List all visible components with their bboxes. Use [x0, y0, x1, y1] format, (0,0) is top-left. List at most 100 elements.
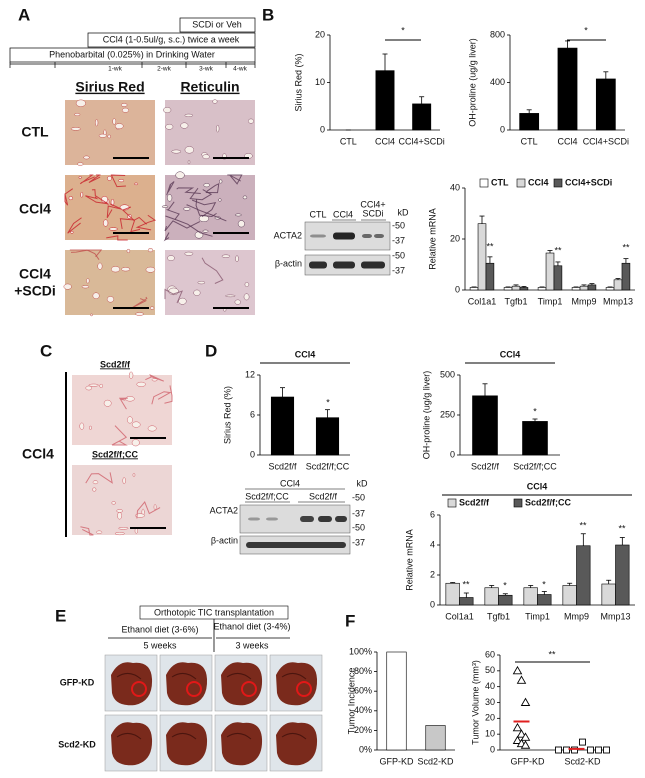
bar [587, 284, 597, 291]
vessel [175, 171, 185, 179]
vessel [108, 227, 118, 231]
week-label: 1-wk [108, 66, 122, 73]
y-axis-label: OH-proline (ug/g liver) [421, 371, 431, 460]
histology-image [165, 250, 255, 315]
data-point [555, 746, 562, 754]
data-point [512, 735, 523, 744]
legend-label: CCl4 [528, 177, 549, 187]
fibrosis [205, 182, 220, 194]
y-tick-label: 20 [485, 713, 495, 723]
significance-label: * [401, 25, 405, 35]
bar [523, 587, 538, 606]
blot-band [374, 234, 384, 238]
liver-lobe [171, 673, 197, 680]
vessel [96, 530, 103, 534]
vessel [225, 294, 236, 298]
vessel [134, 182, 139, 186]
x-tick-label: Tgfb1 [504, 296, 527, 306]
vessel [74, 113, 81, 117]
y-tick-label: 500 [440, 369, 455, 379]
fibrosis [151, 391, 172, 405]
vessel [126, 416, 133, 424]
bar [315, 417, 340, 456]
data-point [512, 665, 523, 675]
liver-lobe [171, 733, 197, 740]
liver [111, 722, 153, 766]
bar [601, 583, 616, 606]
vessel [244, 282, 250, 287]
y-tick-label: 250 [440, 409, 455, 419]
fibrosis [166, 181, 175, 196]
transplant-header: Orthotopic TIC transplantation [154, 607, 274, 617]
group-label: CCl4 [19, 201, 51, 217]
fibrosis [195, 199, 217, 218]
vessel [68, 196, 73, 201]
vessel [99, 383, 104, 388]
vessel [83, 155, 90, 160]
vessel [132, 473, 136, 477]
y-axis-label: Relative mRNA [404, 529, 414, 591]
lane-label: Scd2f/f [309, 491, 338, 501]
vessel [111, 266, 121, 273]
vessel [107, 175, 112, 181]
bar [571, 287, 581, 291]
y-tick-label: 0 [430, 599, 435, 609]
vessel [151, 378, 158, 382]
y-axis-label: OH-proline (ug/g liver) [467, 38, 477, 127]
chart-title: CCl4 [500, 349, 521, 359]
significance-label: ** [579, 520, 587, 530]
x-tick-label: CCl4+SCDi [399, 136, 445, 146]
y-tick-label: 0 [490, 744, 495, 754]
bar [562, 585, 577, 606]
liver-lobe [116, 673, 142, 680]
legend-label: CCl4+SCDi [565, 177, 612, 187]
blot-band [310, 234, 326, 238]
data-point [516, 675, 527, 684]
bar [557, 47, 578, 131]
row-label: GFP-KD [60, 677, 95, 687]
liver-lobe [226, 733, 252, 740]
y-tick-label: 2 [430, 569, 435, 579]
chart-title: CCl4 [295, 349, 316, 359]
fibrosis [80, 526, 94, 536]
vessel [214, 216, 221, 220]
fibrosis [67, 217, 82, 234]
legend-label: Scd2f/f [459, 497, 490, 507]
y-axis-label: Tumor Volume (mm³) [470, 660, 480, 745]
vessel [147, 425, 157, 432]
blot-band [333, 232, 355, 240]
marker-label: -37 [352, 537, 365, 547]
kd-label: kD [357, 478, 369, 488]
fibrosis [145, 373, 164, 382]
y-tick-label: 60% [354, 686, 372, 696]
protein-label: β-actin [275, 258, 302, 268]
vessel [193, 289, 201, 296]
vessel [234, 213, 242, 217]
vessel [221, 254, 231, 258]
y-axis-label: Sirius Red (%) [222, 386, 232, 444]
vessel [81, 285, 90, 289]
bar [375, 70, 395, 131]
vessel [63, 283, 72, 290]
liver [221, 722, 263, 766]
vessel [183, 207, 191, 211]
week-label: 4-wk [233, 66, 247, 73]
vessel [78, 176, 82, 179]
vessel [122, 477, 126, 485]
bar [615, 544, 630, 606]
y-tick-label: 30 [485, 697, 495, 707]
bar [553, 265, 563, 291]
fibrosis [165, 201, 180, 221]
bar [484, 587, 499, 606]
vessel [79, 422, 85, 430]
y-tick-label: 4 [430, 539, 435, 549]
marker-label: -50 [392, 250, 405, 260]
data-point [516, 729, 527, 738]
timeline-label: Phenobarbital (0.025%) in Drinking Water [49, 49, 215, 59]
liver [166, 722, 208, 766]
y-tick-label: 0 [455, 284, 460, 294]
x-tick-label: Mmp9 [571, 296, 596, 306]
period-label: 3 weeks [235, 640, 269, 650]
vessel [103, 399, 112, 407]
